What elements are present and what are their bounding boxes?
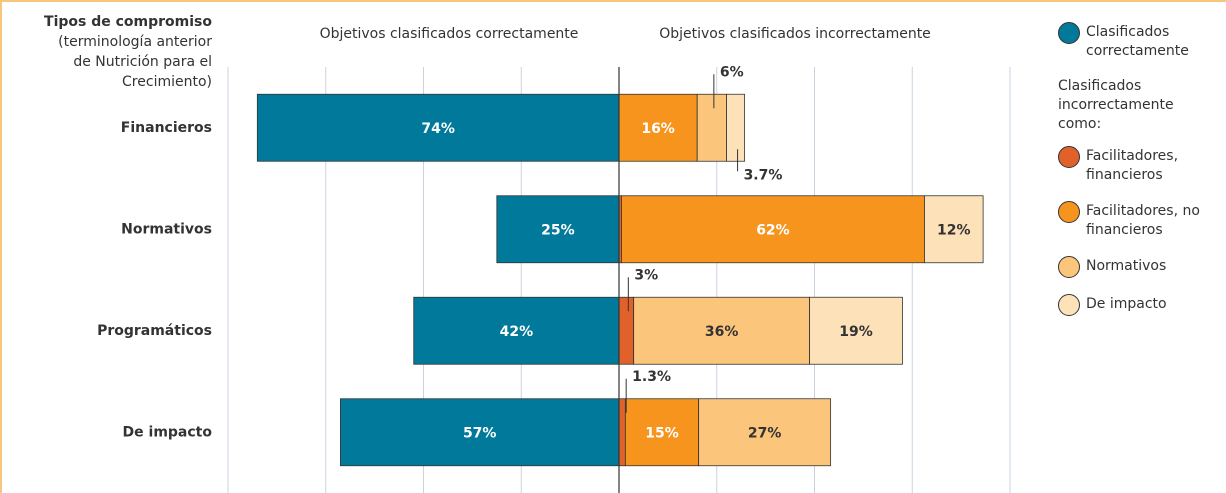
value-label: 25% bbox=[541, 222, 575, 238]
value-label: 3.7% bbox=[744, 167, 783, 183]
legend-item: Facilitadores, financieros bbox=[1058, 146, 1218, 185]
bar-segment bbox=[496, 195, 620, 264]
value-label: 27% bbox=[748, 425, 782, 441]
bar-segment bbox=[618, 398, 626, 467]
value-label: 57% bbox=[463, 425, 497, 441]
y-axis-title: Tipos de compromiso bbox=[44, 14, 212, 30]
value-label: 1.3% bbox=[632, 369, 671, 385]
value-label: 62% bbox=[756, 222, 790, 238]
legend: Clasificados correctamente Clasificados i… bbox=[1058, 22, 1218, 332]
value-label: 12% bbox=[937, 222, 971, 238]
value-label: 15% bbox=[645, 425, 679, 441]
legend-group-title: Clasificados incorrectamente como: bbox=[1058, 78, 1174, 132]
legend-swatch bbox=[1058, 256, 1080, 278]
bar-segment bbox=[924, 195, 984, 264]
legend-item: Facilitadores, no financieros bbox=[1058, 201, 1218, 240]
legend-item: Clasificados correctamente bbox=[1058, 22, 1218, 61]
bar-segment bbox=[618, 93, 698, 162]
legend-item: De impacto bbox=[1058, 294, 1218, 316]
legend-swatch bbox=[1058, 294, 1080, 316]
legend-swatch bbox=[1058, 201, 1080, 223]
left-header: Objetivos clasificados correctamente bbox=[320, 26, 579, 42]
value-label: 42% bbox=[500, 324, 534, 340]
legend-label: De impacto bbox=[1086, 296, 1167, 312]
value-label: 36% bbox=[705, 324, 739, 340]
legend-swatch bbox=[1058, 146, 1080, 168]
right-header: Objetivos clasificados incorrectamente bbox=[659, 26, 931, 42]
value-label: 16% bbox=[641, 121, 675, 137]
legend-label: Facilitadores, financieros bbox=[1086, 148, 1179, 183]
bar-segment bbox=[696, 93, 727, 162]
value-label: 19% bbox=[839, 324, 873, 340]
legend-label: Facilitadores, no financieros bbox=[1086, 203, 1200, 238]
category-label: Programáticos bbox=[97, 323, 212, 339]
value-label: 6% bbox=[720, 64, 744, 80]
bar-segment bbox=[698, 398, 832, 467]
bar-segment bbox=[809, 296, 903, 365]
category-label: Normativos bbox=[121, 221, 212, 237]
bar-segment bbox=[621, 195, 925, 264]
legend-swatch bbox=[1058, 22, 1080, 44]
bar-segment bbox=[633, 296, 811, 365]
value-label: 3% bbox=[634, 267, 658, 283]
value-label: 74% bbox=[421, 121, 455, 137]
y-axis-subtitle: (terminología anterior bbox=[58, 34, 212, 50]
category-label: De impacto bbox=[123, 424, 213, 440]
y-axis-subtitle: Crecimiento) bbox=[122, 74, 212, 90]
legend-item: Normativos bbox=[1058, 256, 1218, 278]
category-label: Financieros bbox=[121, 120, 212, 136]
legend-label: Normativos bbox=[1086, 258, 1167, 274]
bar-segment bbox=[618, 296, 635, 365]
y-axis-subtitle: de Nutrición para el bbox=[73, 54, 212, 70]
bar-segment bbox=[340, 398, 620, 467]
bar-segment bbox=[726, 93, 746, 162]
legend-label: Clasificados correctamente bbox=[1086, 24, 1189, 59]
